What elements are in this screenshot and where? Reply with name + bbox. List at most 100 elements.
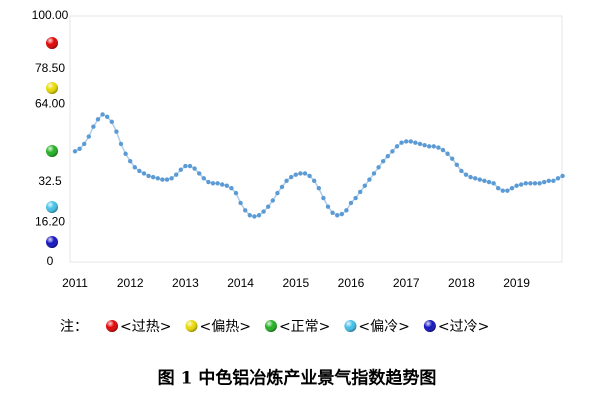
point: [427, 144, 432, 149]
point: [91, 124, 96, 129]
y-tick-label: 16.20: [35, 214, 65, 228]
point: [293, 172, 298, 177]
point: [312, 178, 317, 184]
x-tick-label: 2017: [393, 276, 420, 290]
point: [344, 208, 349, 213]
point: [500, 188, 505, 193]
point: [325, 204, 331, 209]
point: [128, 158, 133, 164]
point: [482, 178, 487, 184]
note: 注：: [60, 319, 88, 335]
point: [141, 171, 147, 176]
point: [376, 165, 381, 170]
point: [206, 179, 211, 185]
point: [519, 182, 524, 187]
point: [551, 178, 556, 184]
point: [215, 181, 220, 186]
point: [468, 174, 473, 180]
point: [105, 114, 110, 120]
y-tick-label: 64.00: [35, 97, 65, 111]
point: [528, 181, 533, 186]
point: [560, 173, 565, 179]
legend-label: <偏冷>: [358, 319, 409, 335]
point: [390, 149, 395, 154]
point: [178, 167, 183, 172]
point: [279, 184, 285, 190]
zone-ball-shine: [264, 320, 277, 332]
point: [266, 204, 271, 209]
point: [385, 154, 390, 159]
point: [243, 208, 248, 213]
x-tick-label: 2018: [448, 276, 475, 290]
legend-label: <偏热>: [199, 319, 250, 335]
point: [546, 178, 551, 184]
point: [445, 151, 450, 156]
point: [100, 112, 105, 117]
point: [371, 171, 377, 176]
point: [404, 139, 409, 144]
point: [261, 209, 266, 214]
point: [95, 117, 101, 122]
point: [496, 186, 501, 191]
point: [422, 142, 427, 148]
point: [473, 176, 478, 181]
point: [82, 141, 87, 147]
point: [289, 174, 294, 180]
point: [330, 210, 335, 215]
zone-ball-shine: [46, 37, 58, 49]
legend-label: <正常>: [279, 319, 330, 335]
point: [399, 140, 404, 145]
point: [86, 134, 92, 139]
point: [132, 165, 137, 170]
point: [151, 174, 156, 180]
point: [367, 177, 372, 182]
point: [362, 183, 367, 188]
x-tick-label: 2015: [282, 276, 309, 290]
point: [321, 195, 326, 201]
y-tick-label: 32.5: [38, 174, 62, 188]
zone-ball-shine: [46, 82, 58, 94]
point: [353, 195, 358, 201]
point: [523, 181, 528, 186]
point: [247, 213, 252, 218]
point: [555, 176, 561, 181]
point: [436, 145, 441, 150]
y-tick-label: 0: [47, 254, 54, 268]
x-tick-label: 2013: [172, 276, 199, 290]
point: [302, 171, 308, 176]
point: [417, 141, 423, 147]
x-tick-label: 2016: [338, 276, 365, 290]
zone-ball-shine: [106, 320, 118, 332]
point: [358, 189, 363, 195]
point: [123, 151, 128, 156]
point: [169, 176, 174, 181]
y-tick-label: 78.50: [35, 61, 65, 75]
point: [509, 186, 515, 191]
point: [118, 141, 124, 147]
point: [486, 179, 492, 185]
point: [77, 146, 82, 152]
point: [137, 168, 142, 174]
x-tick-label: 2014: [227, 276, 254, 290]
point: [454, 162, 459, 168]
point: [440, 147, 446, 153]
point: [192, 166, 197, 171]
point: [316, 186, 321, 191]
point: [459, 168, 464, 174]
caption: 图 1 中色铝冶炼产业景气指数趋势图: [158, 368, 437, 389]
point: [505, 188, 510, 193]
point: [431, 144, 436, 149]
point: [413, 140, 418, 145]
point: [201, 176, 206, 181]
point: [463, 172, 469, 177]
point: [307, 173, 312, 179]
point: [381, 158, 386, 164]
point: [284, 178, 289, 184]
x-tick-label: 2019: [503, 276, 530, 290]
zone-ball-shine: [344, 320, 357, 332]
point: [348, 200, 354, 206]
point: [233, 190, 239, 196]
point: [275, 190, 280, 196]
legend-label: <过热>: [120, 319, 171, 335]
